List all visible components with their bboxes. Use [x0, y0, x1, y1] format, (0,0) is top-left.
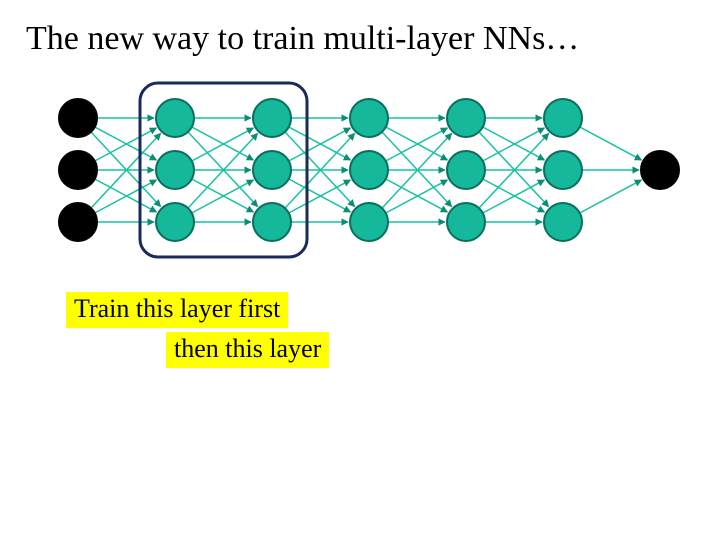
output-node: [641, 151, 679, 189]
hidden-node: [544, 151, 582, 189]
input-node: [59, 99, 97, 137]
hidden-node: [544, 99, 582, 137]
hidden-node: [350, 203, 388, 241]
hidden-node: [156, 151, 194, 189]
hidden-node: [350, 99, 388, 137]
nn-diagram: [0, 0, 720, 540]
hidden-node: [544, 203, 582, 241]
hidden-node: [253, 151, 291, 189]
hidden-node: [447, 203, 485, 241]
hidden-node: [350, 151, 388, 189]
hidden-node: [156, 99, 194, 137]
hidden-node: [253, 203, 291, 241]
hidden-node: [447, 99, 485, 137]
hidden-node: [253, 99, 291, 137]
input-node: [59, 203, 97, 241]
caption-1: Train this layer first: [66, 292, 288, 328]
hidden-node: [447, 151, 485, 189]
input-node: [59, 151, 97, 189]
caption-2: then this layer: [166, 332, 329, 368]
hidden-node: [156, 203, 194, 241]
